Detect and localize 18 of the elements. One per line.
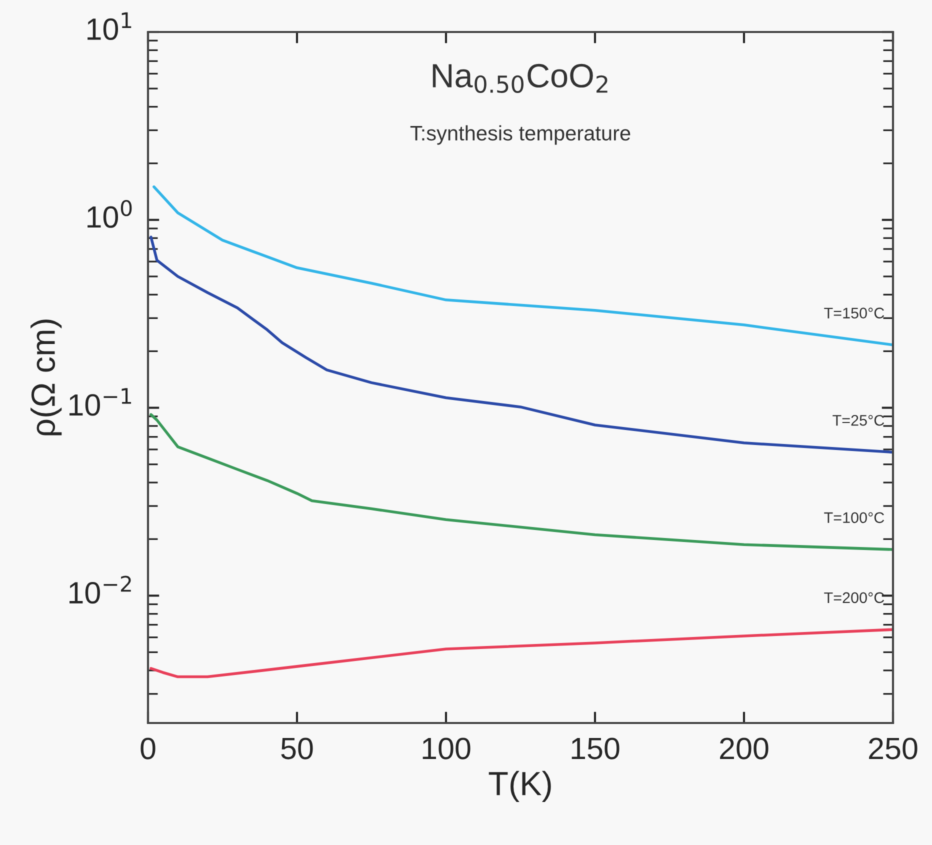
series-label: T=150°C	[824, 308, 884, 318]
x-axis-title: T(K)	[488, 770, 551, 802]
text: T:synthesis temperature	[410, 125, 630, 145]
text: Na$_{0.50}$CoO$_{2}$	[432, 64, 608, 93]
x-tick-label: 200	[720, 738, 768, 760]
x-tick-label: 100	[422, 738, 470, 760]
series-label: T=200°C	[824, 592, 884, 604]
x-tick-label: 250	[869, 738, 918, 760]
series-label: T=100°C	[824, 512, 884, 524]
x-tick-label: 50	[281, 738, 313, 760]
x-tick-label: 0	[140, 738, 156, 760]
y-axis-title: ρ(Ω cm)	[30, 320, 62, 436]
y-tick-label: 10$^{−2}$	[70, 576, 131, 604]
y-tick-label: 10$^{0}$	[88, 200, 132, 228]
series-label: T=25°C	[832, 414, 884, 426]
y-tick-label: 10$^{1}$	[88, 12, 132, 40]
y-tick-label: 10$^{−1}$	[70, 388, 132, 416]
x-tick-label: 150	[572, 738, 620, 760]
